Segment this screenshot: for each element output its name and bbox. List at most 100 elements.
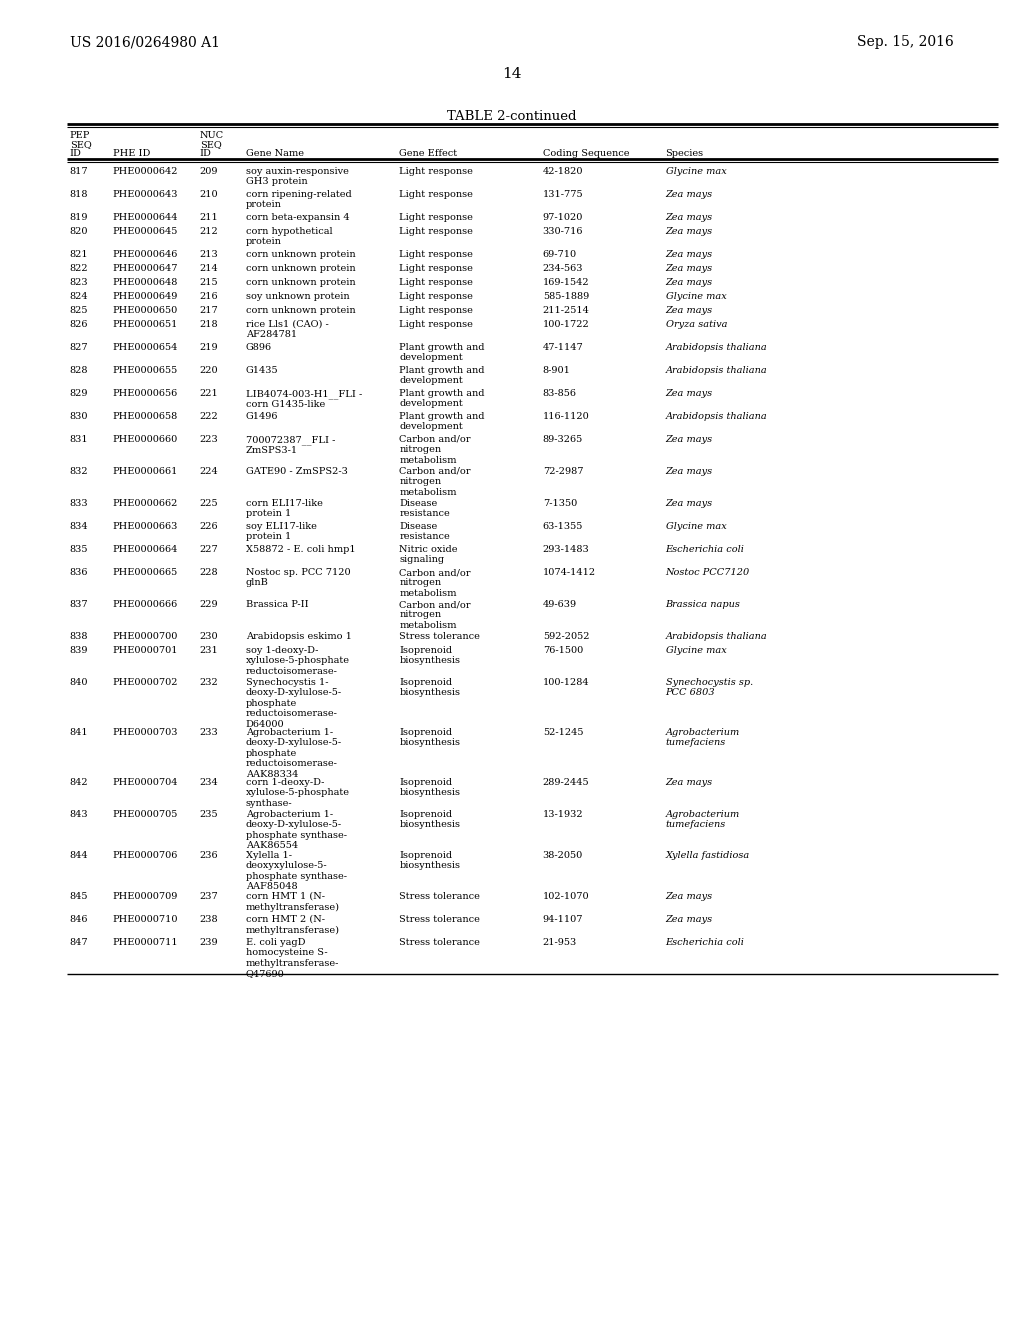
Text: 234: 234 bbox=[200, 777, 218, 787]
Text: 69-710: 69-710 bbox=[543, 249, 577, 259]
Text: 830: 830 bbox=[70, 412, 88, 421]
Text: Stress tolerance: Stress tolerance bbox=[399, 939, 480, 946]
Text: 42-1820: 42-1820 bbox=[543, 168, 584, 176]
Text: PHE0000660: PHE0000660 bbox=[113, 436, 178, 444]
Text: G1496: G1496 bbox=[246, 412, 279, 421]
Text: 100-1722: 100-1722 bbox=[543, 319, 590, 329]
Text: Carbon and/or
nitrogen
metabolism: Carbon and/or nitrogen metabolism bbox=[399, 436, 471, 465]
Text: Isoprenoid
biosynthesis: Isoprenoid biosynthesis bbox=[399, 729, 461, 747]
Text: Light response: Light response bbox=[399, 190, 473, 199]
Text: Nitric oxide
signaling: Nitric oxide signaling bbox=[399, 545, 458, 565]
Text: Zea mays: Zea mays bbox=[666, 499, 713, 508]
Text: Zea mays: Zea mays bbox=[666, 227, 713, 236]
Text: ID: ID bbox=[200, 149, 212, 158]
Text: Zea mays: Zea mays bbox=[666, 777, 713, 787]
Text: 83-856: 83-856 bbox=[543, 389, 577, 399]
Text: PHE0000704: PHE0000704 bbox=[113, 777, 178, 787]
Text: Nostoc sp. PCC 7120
glnB: Nostoc sp. PCC 7120 glnB bbox=[246, 568, 350, 587]
Text: Light response: Light response bbox=[399, 292, 473, 301]
Text: 823: 823 bbox=[70, 279, 88, 286]
Text: Agrobacterium
tumefaciens: Agrobacterium tumefaciens bbox=[666, 729, 740, 747]
Text: 1074-1412: 1074-1412 bbox=[543, 568, 596, 577]
Text: 225: 225 bbox=[200, 499, 218, 508]
Text: 13-1932: 13-1932 bbox=[543, 810, 584, 818]
Text: Light response: Light response bbox=[399, 249, 473, 259]
Text: corn HMT 1 (N-
methyltransferase): corn HMT 1 (N- methyltransferase) bbox=[246, 892, 340, 912]
Text: GATE90 - ZmSPS2-3: GATE90 - ZmSPS2-3 bbox=[246, 467, 347, 477]
Text: Plant growth and
development: Plant growth and development bbox=[399, 412, 484, 432]
Text: Disease
resistance: Disease resistance bbox=[399, 521, 451, 541]
Text: SEQ: SEQ bbox=[200, 140, 221, 149]
Text: 216: 216 bbox=[200, 292, 218, 301]
Text: G896: G896 bbox=[246, 343, 272, 352]
Text: NUC: NUC bbox=[200, 131, 224, 140]
Text: PHE0000662: PHE0000662 bbox=[113, 499, 178, 508]
Text: Arabidopsis thaliana: Arabidopsis thaliana bbox=[666, 366, 767, 375]
Text: Glycine max: Glycine max bbox=[666, 292, 726, 301]
Text: 212: 212 bbox=[200, 227, 218, 236]
Text: SEQ: SEQ bbox=[70, 140, 91, 149]
Text: 226: 226 bbox=[200, 521, 218, 531]
Text: Synechocystis 1-
deoxy-D-xylulose-5-
phosphate
reductoisomerase-
D64000: Synechocystis 1- deoxy-D-xylulose-5- pho… bbox=[246, 678, 342, 729]
Text: Gene Name: Gene Name bbox=[246, 149, 304, 158]
Text: Disease
resistance: Disease resistance bbox=[399, 499, 451, 519]
Text: Isoprenoid
biosynthesis: Isoprenoid biosynthesis bbox=[399, 777, 461, 797]
Text: US 2016/0264980 A1: US 2016/0264980 A1 bbox=[70, 36, 220, 49]
Text: 7-1350: 7-1350 bbox=[543, 499, 577, 508]
Text: Species: Species bbox=[666, 149, 703, 158]
Text: PHE0000655: PHE0000655 bbox=[113, 366, 178, 375]
Text: Zea mays: Zea mays bbox=[666, 892, 713, 902]
Text: 847: 847 bbox=[70, 939, 88, 946]
Text: Arabidopsis thaliana: Arabidopsis thaliana bbox=[666, 412, 767, 421]
Text: PHE0000664: PHE0000664 bbox=[113, 545, 178, 554]
Text: 330-716: 330-716 bbox=[543, 227, 584, 236]
Text: 846: 846 bbox=[70, 915, 88, 924]
Text: Isoprenoid
biosynthesis: Isoprenoid biosynthesis bbox=[399, 645, 461, 665]
Text: Light response: Light response bbox=[399, 279, 473, 286]
Text: 827: 827 bbox=[70, 343, 88, 352]
Text: 222: 222 bbox=[200, 412, 218, 421]
Text: LIB4074-003-H1__FLI -
corn G1435-like: LIB4074-003-H1__FLI - corn G1435-like bbox=[246, 389, 362, 409]
Text: Stress tolerance: Stress tolerance bbox=[399, 632, 480, 642]
Text: 845: 845 bbox=[70, 892, 88, 902]
Text: Plant growth and
development: Plant growth and development bbox=[399, 343, 484, 363]
Text: corn unknown protein: corn unknown protein bbox=[246, 279, 355, 286]
Text: PHE0000648: PHE0000648 bbox=[113, 279, 178, 286]
Text: Nostoc PCC7120: Nostoc PCC7120 bbox=[666, 568, 750, 577]
Text: Plant growth and
development: Plant growth and development bbox=[399, 389, 484, 408]
Text: PHE0000709: PHE0000709 bbox=[113, 892, 178, 902]
Text: PHE0000658: PHE0000658 bbox=[113, 412, 178, 421]
Text: 63-1355: 63-1355 bbox=[543, 521, 583, 531]
Text: 817: 817 bbox=[70, 168, 88, 176]
Text: X58872 - E. coli hmp1: X58872 - E. coli hmp1 bbox=[246, 545, 355, 554]
Text: 72-2987: 72-2987 bbox=[543, 467, 584, 477]
Text: 210: 210 bbox=[200, 190, 218, 199]
Text: Xylella 1-
deoxyxylulose-5-
phosphate synthase-
AAF85048: Xylella 1- deoxyxylulose-5- phosphate sy… bbox=[246, 851, 347, 891]
Text: Zea mays: Zea mays bbox=[666, 389, 713, 399]
Text: Glycine max: Glycine max bbox=[666, 168, 726, 176]
Text: 233: 233 bbox=[200, 729, 218, 737]
Text: 289-2445: 289-2445 bbox=[543, 777, 590, 787]
Text: Xylella fastidiosa: Xylella fastidiosa bbox=[666, 851, 750, 861]
Text: Gene Effect: Gene Effect bbox=[399, 149, 458, 158]
Text: 824: 824 bbox=[70, 292, 88, 301]
Text: 100-1284: 100-1284 bbox=[543, 678, 590, 686]
Text: PHE0000647: PHE0000647 bbox=[113, 264, 178, 273]
Text: corn unknown protein: corn unknown protein bbox=[246, 306, 355, 315]
Text: corn unknown protein: corn unknown protein bbox=[246, 249, 355, 259]
Text: corn unknown protein: corn unknown protein bbox=[246, 264, 355, 273]
Text: corn beta-expansin 4: corn beta-expansin 4 bbox=[246, 213, 349, 222]
Text: Synechocystis sp.
PCC 6803: Synechocystis sp. PCC 6803 bbox=[666, 678, 753, 697]
Text: 209: 209 bbox=[200, 168, 218, 176]
Text: Arabidopsis eskimo 1: Arabidopsis eskimo 1 bbox=[246, 632, 351, 642]
Text: G1435: G1435 bbox=[246, 366, 279, 375]
Text: Arabidopsis thaliana: Arabidopsis thaliana bbox=[666, 632, 767, 642]
Text: 214: 214 bbox=[200, 264, 218, 273]
Text: PHE0000702: PHE0000702 bbox=[113, 678, 178, 686]
Text: 223: 223 bbox=[200, 436, 218, 444]
Text: soy auxin-responsive
GH3 protein: soy auxin-responsive GH3 protein bbox=[246, 168, 348, 186]
Text: 47-1147: 47-1147 bbox=[543, 343, 584, 352]
Text: 220: 220 bbox=[200, 366, 218, 375]
Text: 840: 840 bbox=[70, 678, 88, 686]
Text: PHE0000665: PHE0000665 bbox=[113, 568, 178, 577]
